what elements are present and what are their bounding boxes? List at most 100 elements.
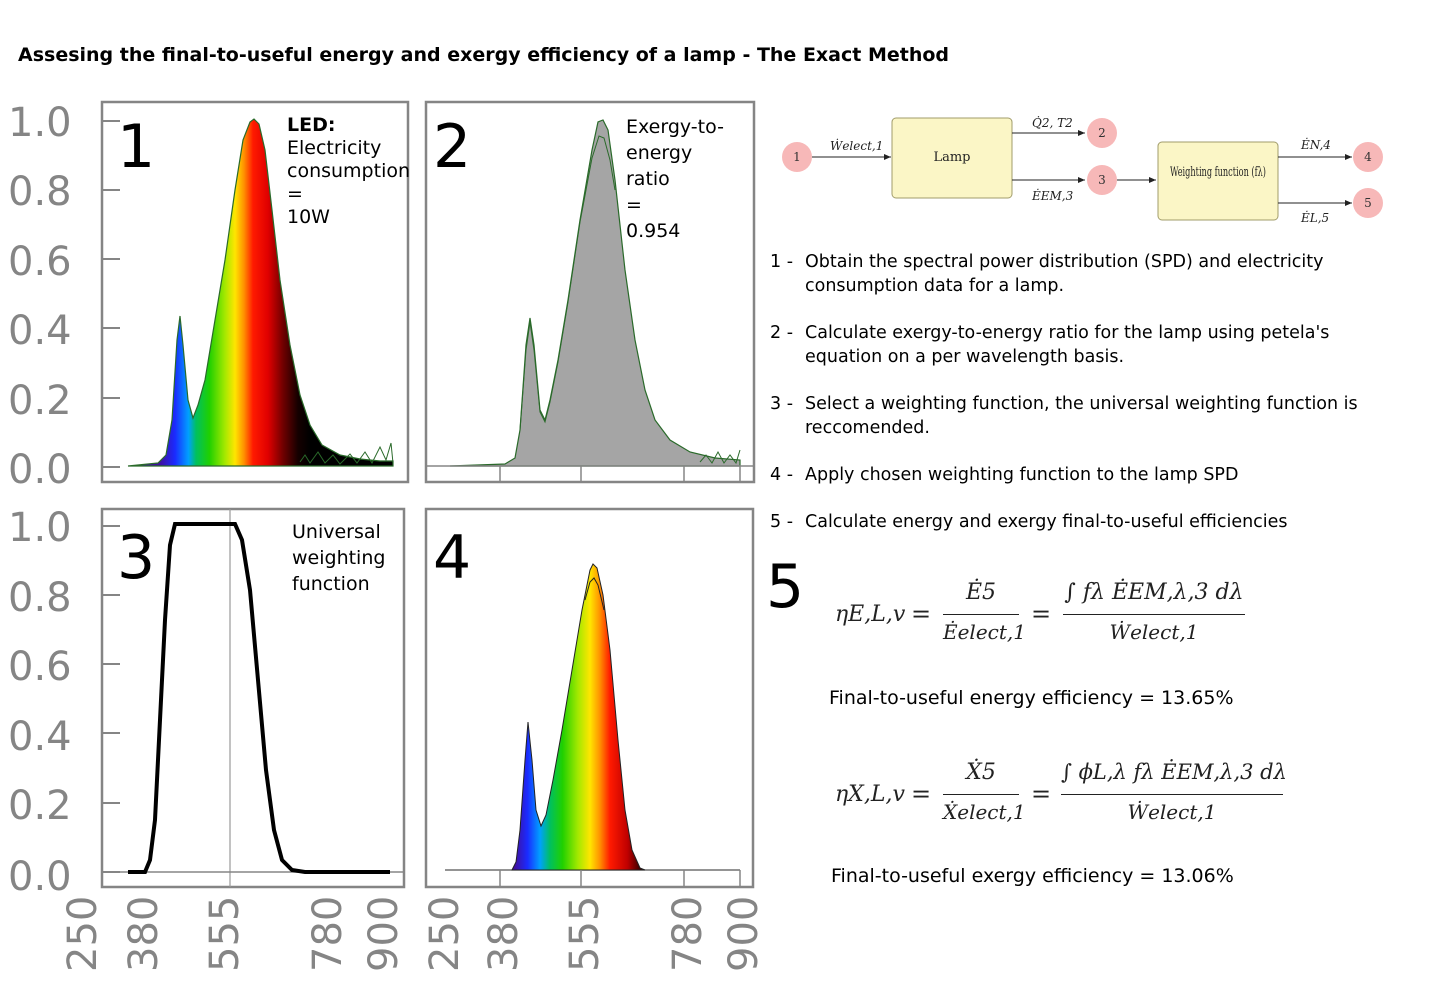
- y-tick: 1.0: [8, 100, 72, 146]
- x-tick: 555: [202, 896, 248, 972]
- panel-text: weighting: [292, 547, 385, 569]
- panel-text: energy: [626, 142, 692, 164]
- step-number: 2 -: [770, 323, 794, 343]
- page-title: Assesing the final-to-useful energy and …: [18, 44, 950, 66]
- spd-noise: [299, 442, 394, 465]
- panel-frame: [100, 100, 410, 484]
- spd-curve: [127, 118, 394, 467]
- w-elect-label: Ẇelect,1: [830, 138, 883, 153]
- step-number: 1 -: [770, 252, 794, 272]
- step-text: Apply chosen weighting function to the l…: [805, 465, 1239, 485]
- y-tick: 0.6: [8, 644, 72, 690]
- fraction-bar: [943, 614, 1019, 615]
- step-number: 4 -: [770, 465, 794, 485]
- eq-sign: =: [911, 600, 932, 628]
- x-axis-ticks-right: 250 380 555 780 900: [422, 896, 767, 972]
- panel-text: Exergy-to-: [626, 116, 724, 138]
- step-number: 3 -: [770, 394, 794, 414]
- panel-text: 0.954: [626, 220, 680, 242]
- y-tick: 0.2: [8, 783, 72, 829]
- weighting-box: [1157, 141, 1279, 221]
- step-item: 4 - Apply chosen weighting function to th…: [770, 463, 1410, 487]
- fraction-bar: [943, 794, 1019, 795]
- fraction-bar: [1063, 614, 1245, 615]
- eq-numerator: Ẋ5: [966, 760, 996, 785]
- y-tick: 0.8: [8, 169, 72, 215]
- panel-text: =: [287, 183, 303, 205]
- energy-equation: ηE,L,v = Ė5 Ėelect,1 = ∫ fλ ĖEM,λ,3 dλ W…: [835, 580, 1265, 660]
- eq-denominator: Ẋelect,1: [943, 800, 1026, 824]
- panel-text: consumption: [287, 160, 410, 182]
- x-tick: 250: [60, 896, 106, 972]
- weighted-inner-curve: [584, 577, 605, 611]
- e-em3-label: ĖEM,3: [1031, 188, 1074, 203]
- eq-denominator: Ẇelect,1: [1109, 620, 1199, 644]
- step-item: 2 - Calculate exergy-to-energy ratio for …: [770, 321, 1410, 369]
- exergy-curve: [449, 119, 741, 467]
- step-5-number: 5: [766, 552, 805, 622]
- lamp-label: Lamp: [933, 150, 970, 165]
- node-5: [1353, 188, 1383, 218]
- node-label: 4: [1364, 150, 1372, 164]
- eq-denominator: Ẇelect,1: [1127, 800, 1217, 824]
- y-tick: 0.6: [8, 239, 72, 285]
- step-item: 5 - Calculate energy and exergy final-to-…: [770, 510, 1410, 534]
- panel-text: Universal: [292, 521, 381, 543]
- q2-label: Q̇2, T2: [1032, 115, 1073, 130]
- panel-4-weighted-spd: 4: [424, 507, 755, 889]
- step-item: 3 - Select a weighting function, the univ…: [770, 392, 1410, 440]
- eq-numerator: ∫ ϕL,λ fλ ĖEM,λ,3 dλ: [1061, 760, 1287, 784]
- eq-numerator: ∫ fλ ĖEM,λ,3 dλ: [1064, 580, 1244, 605]
- panel-number: 2: [433, 112, 471, 182]
- eq-denominator: Ėelect,1: [943, 620, 1026, 644]
- spectral-plots: 1.0 0.8 0.6 0.4 0.2 0.0 1.0 0.8 0.6 0.4 …: [8, 100, 767, 972]
- e-l5-label: ĖL,5: [1300, 210, 1329, 225]
- energy-efficiency-result: Final-to-useful energy efficiency = 13.6…: [829, 687, 1234, 709]
- eq-sign: =: [1031, 780, 1052, 808]
- panel-text: 10W: [287, 206, 330, 228]
- panel-frame: [424, 100, 756, 484]
- y-tick: 0.4: [8, 714, 72, 760]
- e-n4-label: ĖN,4: [1300, 137, 1331, 152]
- exergy-noise: [699, 449, 741, 465]
- eq-sign: =: [1031, 600, 1052, 628]
- eq-numerator: Ė5: [965, 580, 997, 605]
- step-text: Select a weighting function, the univers…: [805, 394, 1358, 438]
- step-item: 1 - Obtain the spectral power distributio…: [770, 250, 1410, 298]
- y-tick: 0.0: [8, 854, 72, 900]
- panel-number: 4: [433, 523, 471, 593]
- x-tick-marks: [499, 870, 741, 887]
- x-tick: 900: [361, 896, 407, 972]
- node-2: [1087, 118, 1117, 148]
- flow-diagram: 1 Ẇelect,1 Lamp Q̇2, T2 2 ĖEM,3 3 Weigh…: [782, 115, 1383, 225]
- eq-lhs: ηE,L,v: [835, 602, 906, 627]
- panel-number: 3: [117, 523, 155, 593]
- step-number: 5 -: [770, 512, 794, 532]
- x-tick: 250: [422, 896, 468, 972]
- panel-text: ratio: [626, 168, 670, 190]
- panel-text: function: [292, 573, 370, 595]
- x-tick: 380: [481, 896, 527, 972]
- panel-3-weighting-function: 3 Universal weighting function: [100, 507, 406, 889]
- lamp-box: [891, 117, 1013, 199]
- panel-text: Electricity: [287, 137, 381, 159]
- exergy-efficiency-result: Final-to-useful exergy efficiency = 13.0…: [831, 865, 1234, 887]
- eq-sign: =: [911, 780, 932, 808]
- x-tick: 555: [562, 896, 608, 972]
- y-tick: 0.4: [8, 308, 72, 354]
- y-tick: 0.0: [8, 447, 72, 493]
- exergy-ratio-curve: [519, 135, 616, 431]
- panel-frame: [424, 507, 755, 889]
- y-tick-marks: [102, 120, 120, 873]
- x-tick: 780: [665, 896, 711, 972]
- node-label: 3: [1098, 173, 1106, 187]
- panel-frame: [100, 507, 406, 889]
- eq-lhs: ηX,L,v: [835, 782, 905, 807]
- weighting-curve: [128, 522, 390, 874]
- node-3: [1087, 165, 1117, 195]
- weighted-spd-curve: [511, 563, 646, 871]
- x-tick: 780: [305, 896, 351, 972]
- node-label: 1: [793, 150, 801, 164]
- node-4: [1353, 142, 1383, 172]
- step-text: Obtain the spectral power distribution (…: [805, 252, 1324, 296]
